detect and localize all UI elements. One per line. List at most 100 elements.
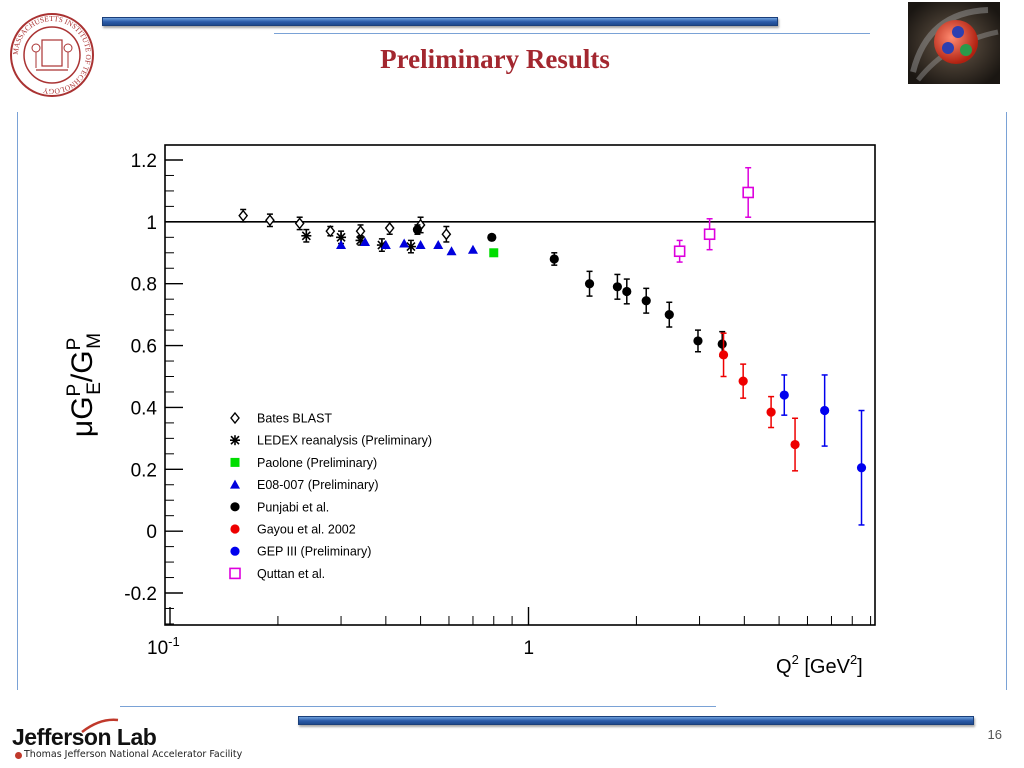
marker-shape — [820, 405, 830, 416]
data-point — [325, 225, 336, 238]
y-tick-label: 1.2 — [131, 151, 157, 172]
data-point — [489, 248, 499, 258]
marker-shape — [703, 228, 716, 241]
legend-marker — [230, 411, 240, 425]
marker-shape — [766, 407, 776, 417]
marker-stroke — [336, 232, 346, 242]
marker-shape — [549, 254, 559, 264]
marker-shape — [441, 228, 452, 241]
marker-shape — [664, 310, 674, 320]
marker-shape — [790, 439, 800, 450]
series-3 — [336, 236, 478, 256]
marker-shape — [856, 463, 867, 473]
marker-shape — [336, 240, 347, 250]
proton-quark-image — [908, 2, 1000, 84]
jefferson-lab-subtitle: Thomas Jefferson National Accelerator Fa… — [24, 749, 243, 760]
data-point — [856, 463, 867, 473]
y-tick-label: 0.8 — [131, 275, 157, 296]
marker-shape — [230, 411, 240, 425]
right-side-line — [1006, 112, 1007, 690]
data-point — [336, 232, 347, 243]
marker-shape — [622, 286, 632, 297]
marker-stroke — [301, 231, 311, 241]
marker-shape — [742, 186, 754, 199]
marker-shape — [584, 279, 595, 289]
marker-shape — [738, 376, 748, 386]
legend-label: Bates BLAST — [257, 412, 332, 426]
y-tick-label: -0.2 — [124, 584, 157, 605]
marker-stroke — [355, 235, 366, 245]
data-point — [467, 244, 478, 254]
data-point — [622, 286, 632, 297]
data-point — [446, 246, 457, 256]
marker-shape — [265, 214, 275, 227]
mit-seal-logo: MASSACHUSETTS INSTITUTE OF TECHNOLOGY — [10, 13, 94, 97]
marker-shape — [673, 245, 686, 258]
jefferson-lab-dot-icon — [15, 752, 22, 759]
marker-shape — [641, 296, 651, 306]
data-point — [301, 230, 312, 241]
marker-shape — [230, 457, 240, 467]
x-tick-label: 10-1 — [147, 634, 180, 659]
data-point — [336, 240, 347, 250]
marker-shape — [717, 339, 727, 349]
data-point — [703, 228, 716, 241]
series-6 — [779, 374, 867, 526]
data-point — [584, 279, 595, 289]
data-point — [294, 217, 305, 230]
x-axis-label: Q2 [GeV2] — [776, 652, 863, 678]
legend-marker — [230, 435, 240, 446]
marker-shape — [294, 217, 305, 230]
y-axis: -0.2 0 0.2 0.4 0.6 0.8 1 1.2 — [124, 151, 183, 625]
data-point — [415, 240, 426, 250]
marker-shape — [612, 282, 622, 292]
data-point — [693, 336, 703, 346]
marker-shape — [230, 524, 240, 534]
legend-marker — [230, 524, 240, 534]
marker-shape — [412, 224, 423, 235]
marker-shape — [230, 502, 240, 512]
y-tick-label: 0.6 — [131, 337, 157, 358]
data-point — [433, 240, 444, 250]
top-accent-bar — [102, 17, 778, 26]
marker-shape — [399, 238, 410, 248]
legend-marker — [230, 479, 240, 489]
legend-label: LEDEX reanalysis (Preliminary) — [257, 434, 432, 448]
data-point — [380, 240, 391, 250]
data-point — [238, 209, 249, 222]
data-point — [718, 350, 729, 360]
marker-shape — [467, 244, 478, 254]
bottom-thin-line — [120, 706, 716, 707]
legend-marker — [229, 567, 241, 580]
marker-shape — [487, 232, 497, 242]
data-point — [742, 186, 754, 199]
series-2 — [489, 248, 499, 258]
data-point — [717, 339, 727, 349]
legend-label: GEP III (Preliminary) — [257, 545, 371, 559]
data-point — [549, 254, 559, 264]
plot-frame — [164, 144, 876, 626]
y-axis-label: μGPE/GPM — [64, 333, 105, 437]
marker-shape — [230, 546, 240, 556]
data-point — [441, 228, 452, 241]
marker-stroke — [406, 242, 416, 252]
data-point — [766, 407, 776, 417]
page-number: 16 — [987, 727, 1002, 742]
marker-shape — [229, 567, 241, 580]
legend-label: Punjabi et al. — [257, 500, 329, 514]
data-point — [612, 282, 622, 292]
top-thin-line — [274, 33, 870, 34]
legend-label: E08-007 (Preliminary) — [257, 478, 379, 492]
marker-shape — [489, 248, 499, 258]
data-point — [384, 221, 395, 235]
marker-shape — [718, 350, 729, 360]
legend-label: Quttan et al. — [257, 567, 325, 581]
marker-shape — [779, 390, 789, 400]
y-tick-label: 0.2 — [131, 460, 157, 481]
data-point — [820, 405, 830, 416]
x-axis: 10-1 1 — [147, 607, 872, 659]
marker-shape — [384, 221, 395, 235]
data-point — [355, 225, 366, 238]
marker-shape — [433, 240, 444, 250]
